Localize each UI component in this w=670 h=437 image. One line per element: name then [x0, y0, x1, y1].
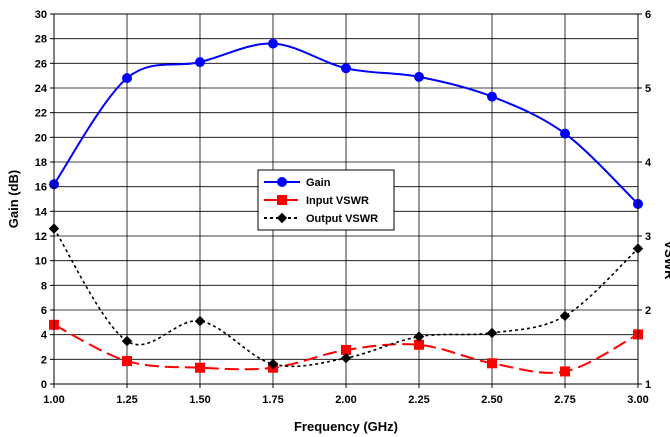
x-tick-label: 3.00 — [627, 394, 648, 406]
x-tick-label: 1.00 — [43, 394, 64, 406]
data-point-output-vswr — [486, 327, 498, 339]
legend-label-input-vswr: Input VSWR — [306, 195, 369, 207]
data-point-output-vswr — [267, 358, 279, 370]
legend-label-gain: Gain — [306, 177, 331, 189]
data-point-output-vswr — [413, 331, 425, 342]
y-tick-label: 22 — [35, 108, 47, 120]
y-tick-label: 20 — [35, 132, 47, 144]
y-tick-label: 30 — [35, 9, 47, 21]
x-tick-label: 1.25 — [116, 394, 137, 406]
legend-marker-input-vswr — [277, 195, 287, 205]
y-tick-label: 10 — [35, 256, 47, 268]
x-tick-label: 2.00 — [335, 394, 356, 406]
x-tick-label: 1.50 — [189, 394, 210, 406]
series-layer — [48, 38, 644, 377]
data-point-input-vswr — [122, 356, 132, 367]
data-point-gain — [560, 128, 570, 139]
data-point-output-vswr — [559, 310, 571, 322]
y-right-tick-label: 5 — [645, 83, 651, 95]
data-point-gain — [195, 57, 205, 68]
data-point-gain — [341, 63, 351, 74]
legend-marker-output-vswr — [276, 212, 288, 224]
y-tick-label: 24 — [35, 83, 48, 95]
legend: Gain Input VSWR Output VSWR — [257, 169, 395, 231]
x-tick-label: 2.25 — [408, 394, 429, 406]
data-point-gain — [122, 73, 132, 84]
data-point-gain — [268, 38, 278, 49]
y-right-tick-label: 3 — [645, 231, 651, 243]
y-tick-label: 26 — [35, 58, 47, 70]
y-axis-right-title: VSWR — [662, 241, 670, 281]
y-right-tick-label: 1 — [645, 379, 651, 391]
y-tick-label: 6 — [41, 305, 47, 317]
data-point-output-vswr — [194, 315, 206, 327]
y-right-tick-label: 6 — [645, 9, 651, 21]
y-tick-label: 2 — [41, 354, 47, 366]
data-point-output-vswr — [340, 352, 352, 364]
y-tick-label: 14 — [35, 206, 48, 218]
y-right-tick-label: 2 — [645, 305, 651, 317]
y-tick-label: 8 — [41, 280, 47, 292]
x-tick-label: 2.50 — [481, 394, 502, 406]
x-tick-label: 1.75 — [262, 394, 283, 406]
y-tick-label: 16 — [35, 182, 47, 194]
y-axis-title: Gain (dB) — [6, 170, 21, 229]
y-tick-label: 0 — [41, 379, 47, 391]
y-tick-label: 18 — [35, 157, 47, 169]
y-tick-label: 28 — [35, 34, 47, 46]
legend-marker-gain — [277, 177, 287, 187]
data-point-input-vswr — [195, 362, 205, 373]
x-tick-label: 2.75 — [554, 394, 575, 406]
y-tick-label: 12 — [35, 231, 47, 243]
data-point-gain — [414, 71, 424, 82]
data-point-output-vswr — [121, 335, 133, 347]
grid — [54, 14, 638, 384]
data-point-gain — [487, 91, 497, 102]
data-point-input-vswr — [560, 366, 570, 377]
series-output-vswr — [48, 223, 644, 370]
series-gain — [49, 38, 643, 209]
y-tick-label: 4 — [41, 330, 48, 342]
y-right-tick-label: 4 — [645, 157, 652, 169]
data-point-input-vswr — [487, 358, 497, 369]
x-axis-title: Frequency (GHz) — [294, 419, 398, 434]
legend-label-output-vswr: Output VSWR — [306, 213, 378, 225]
